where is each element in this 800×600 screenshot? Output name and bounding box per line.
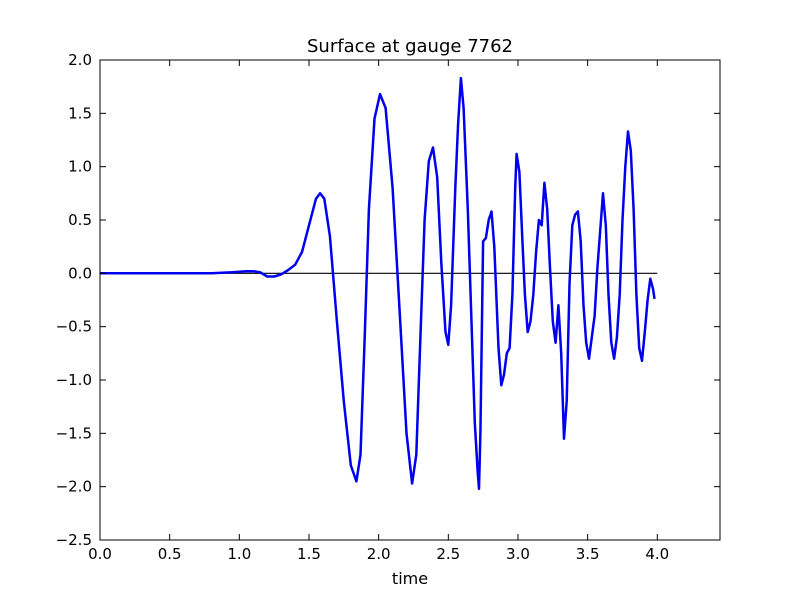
- x-axis-label: time: [392, 569, 428, 588]
- y-tick-label: −1.5: [56, 424, 92, 442]
- y-tick-label: 1.0: [68, 158, 92, 176]
- x-tick-label: 2.0: [367, 545, 391, 563]
- y-tick-label: 2.0: [68, 51, 92, 69]
- x-tick-label: 1.0: [227, 545, 251, 563]
- x-tick-label: 3.0: [506, 545, 530, 563]
- y-tick-label: 0.5: [68, 211, 92, 229]
- x-tick-label: 3.5: [576, 545, 600, 563]
- x-tick-label: 1.5: [297, 545, 321, 563]
- y-tick-label: 1.5: [68, 104, 92, 122]
- y-tick-label: −2.0: [56, 478, 92, 496]
- series-line-0: [100, 76, 656, 491]
- x-tick-label: 0.0: [88, 545, 112, 563]
- x-tick-label: 0.5: [158, 545, 182, 563]
- chart-title: Surface at gauge 7762: [307, 36, 513, 57]
- y-tick-label: −1.0: [56, 371, 92, 389]
- plot-frame: [99, 59, 721, 541]
- y-tick-label: −2.5: [56, 531, 92, 549]
- x-tick-label: 2.5: [436, 545, 460, 563]
- y-tick-label: −0.5: [56, 318, 92, 336]
- x-tick-label: 4.0: [645, 545, 669, 563]
- y-tick-label: 0.0: [68, 264, 92, 282]
